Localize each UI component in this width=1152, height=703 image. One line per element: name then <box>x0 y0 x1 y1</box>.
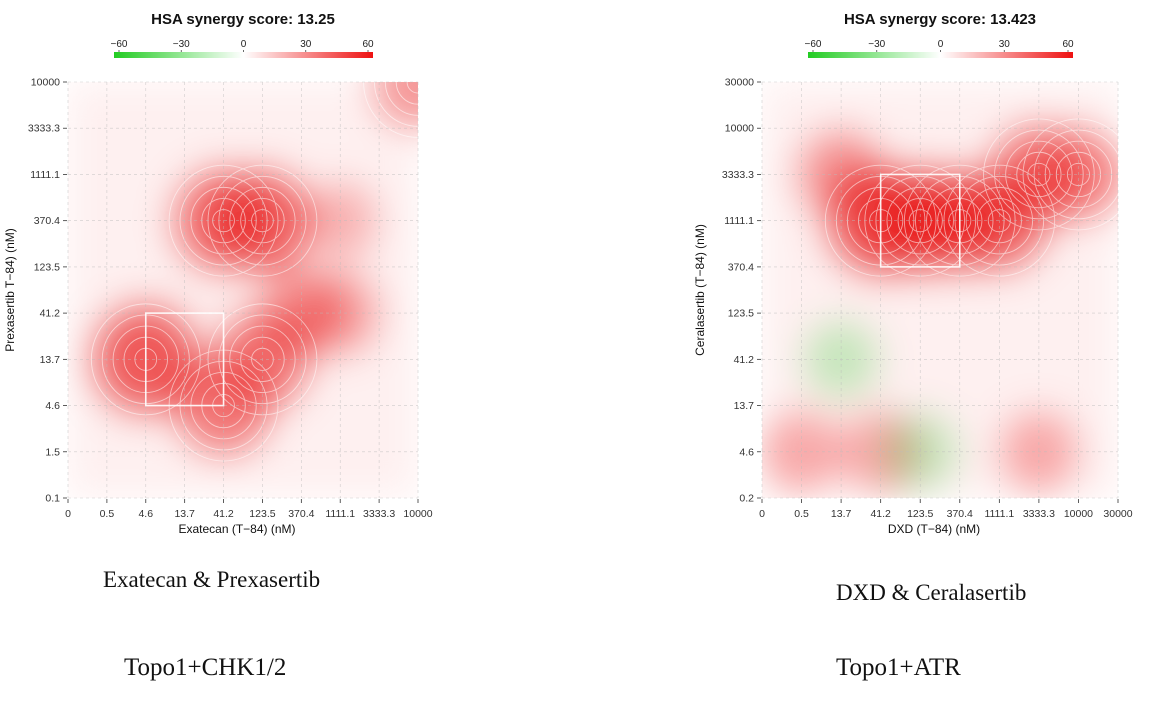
chart-title: HSA synergy score: 13.25 <box>151 11 335 28</box>
synergy-heatmap-right: HSA synergy score: 13.423 −60 −30 0 30 60 0 0.5… <box>693 11 1133 536</box>
y-tick-label: 41.2 <box>734 354 755 366</box>
highlight-box <box>879 173 961 268</box>
y-tick-label: 4.6 <box>739 446 754 458</box>
y-tick-label: 1111.1 <box>30 169 60 181</box>
y-tick-label: 13.7 <box>734 400 755 412</box>
grid-lines <box>761 81 1119 499</box>
y-tick-label: 10000 <box>31 77 60 89</box>
y-tick-label: 370.4 <box>34 215 60 227</box>
x-tick-label: 0 <box>759 508 765 520</box>
legend-tick-label: 0 <box>938 39 944 50</box>
y-tick-label: 123.5 <box>728 308 754 320</box>
contour-line <box>1005 140 1073 209</box>
x-tick-label: 3333.3 <box>363 508 395 520</box>
chart-panel-right: HSA synergy score: 13.423 −60 −30 0 30 60 0 0.5… <box>576 0 1152 703</box>
x-tick-label: 3333.3 <box>1023 508 1055 520</box>
x-tick-label: 30000 <box>1103 508 1132 520</box>
x-tick-label: 0 <box>65 508 71 520</box>
legend-tick-label: −30 <box>868 39 885 50</box>
legend-tick-label: −60 <box>111 39 128 50</box>
y-tick-label: 1.5 <box>45 446 60 458</box>
x-tick-label: 41.2 <box>213 508 234 520</box>
x-tick-label: 13.7 <box>831 508 852 520</box>
chart-subcaption: Topo1+ATR <box>836 654 961 681</box>
legend-colorbar <box>808 52 1073 58</box>
y-tick-label: 0.1 <box>45 493 60 505</box>
x-tick-label: 370.4 <box>288 508 314 520</box>
y-tick-label: 370.4 <box>728 261 754 273</box>
y-tick-label: 13.7 <box>40 354 61 366</box>
chart-panel-left: HSA synergy score: 13.25 −60 −30 0 30 60 0 0.5 4… <box>3 11 433 681</box>
y-axis-label: Ceralasertib (T−84) (nM) <box>693 224 707 356</box>
y-tick-label: 3333.3 <box>722 169 754 181</box>
legend-tick-label: 60 <box>1062 39 1074 50</box>
y-tick-label: 4.6 <box>45 400 60 412</box>
legend-tick-label: −30 <box>173 39 190 50</box>
contour-line <box>229 325 296 394</box>
x-axis-label: DXD (T−84) (nM) <box>888 522 980 536</box>
y-tick-label: 30000 <box>725 77 754 89</box>
contour-line <box>886 186 954 255</box>
chart-subcaption: Topo1+CHK1/2 <box>124 654 287 681</box>
y-tick-label: 41.2 <box>40 308 61 320</box>
contour-line <box>229 186 296 255</box>
contour-line <box>406 82 418 94</box>
x-axis-label: Exatecan (T−84) (nM) <box>178 522 295 536</box>
heat-hotspot <box>371 82 418 131</box>
x-tick-label: 0.5 <box>794 508 809 520</box>
x-tick-label: 123.5 <box>249 508 275 520</box>
legend-tick-label: 60 <box>362 39 374 50</box>
legend-tick-label: 30 <box>999 39 1011 50</box>
x-tick-label: 10000 <box>403 508 432 520</box>
heat-blobs <box>68 82 418 498</box>
x-tick-label: 1111.1 <box>325 508 355 520</box>
x-tick-label: 13.7 <box>174 508 195 520</box>
y-tick-label: 0.2 <box>739 493 754 505</box>
y-tick-label: 123.5 <box>34 261 60 273</box>
chart-caption: DXD & Ceralasertib <box>836 580 1027 605</box>
heat-hotspot <box>762 409 844 495</box>
y-axis-label: Prexasertib T−84) (nM) <box>3 228 17 352</box>
x-tick-label: 4.6 <box>138 508 153 520</box>
x-tick-label: 370.4 <box>947 508 973 520</box>
legend-tick-label: 0 <box>241 39 247 50</box>
x-tick-label: 1111.1 <box>984 508 1014 520</box>
x-tick-label: 10000 <box>1064 508 1093 520</box>
y-tick-label: 3333.3 <box>28 123 60 135</box>
y-tick-label: 1111.1 <box>724 215 754 227</box>
synergy-heatmap-left: HSA synergy score: 13.25 −60 −30 0 30 60 0 0.5 4… <box>3 11 433 536</box>
chart-caption: Exatecan & Prexasertib <box>103 567 321 592</box>
highlight-box <box>144 312 225 407</box>
x-tick-label: 41.2 <box>870 508 891 520</box>
heatmap-surface <box>762 82 1118 498</box>
x-tick-label: 0.5 <box>100 508 115 520</box>
legend-tick-label: −60 <box>805 39 822 50</box>
contour-line <box>875 175 965 266</box>
legend-colorbar <box>114 52 373 58</box>
chart-title: HSA synergy score: 13.423 <box>844 11 1036 28</box>
heatmap-surface <box>68 82 418 498</box>
x-tick-label: 123.5 <box>907 508 933 520</box>
legend-tick-label: 30 <box>300 39 312 50</box>
y-tick-label: 10000 <box>725 123 754 135</box>
grid-lines <box>67 81 419 499</box>
